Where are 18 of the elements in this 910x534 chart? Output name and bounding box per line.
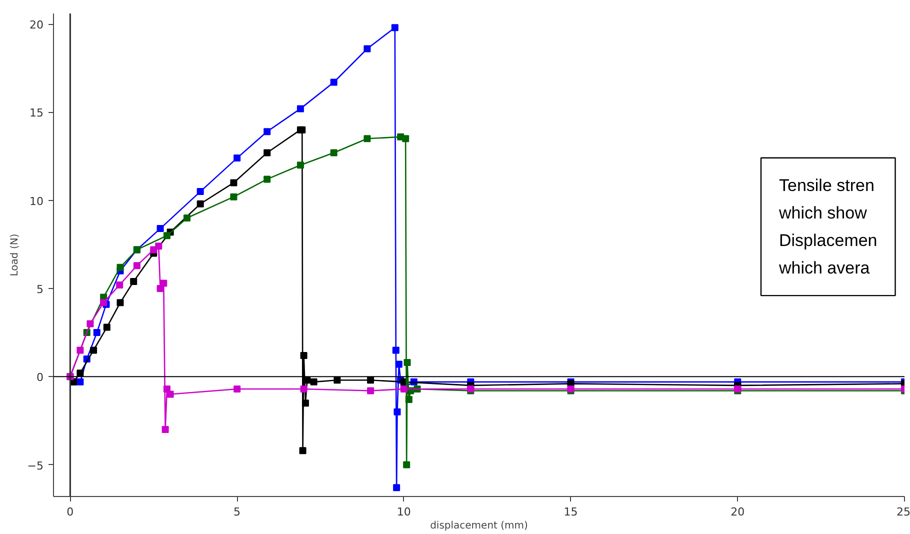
- x-tick-label: 10: [396, 506, 411, 518]
- x-tick-label: 5: [234, 506, 241, 518]
- annotation: Displacemen: [779, 230, 878, 250]
- x-tick-label: 25: [896, 506, 910, 518]
- y-tick-label: 15: [30, 106, 44, 120]
- annotation: which avera: [778, 258, 870, 278]
- y-tick-label: 5: [36, 282, 44, 296]
- y-tick-label: 20: [30, 18, 44, 32]
- annotation: Tensile stren: [779, 176, 874, 195]
- x-tick-label: 15: [564, 506, 578, 518]
- annotation: which show: [778, 203, 868, 222]
- y-tick-label: −5: [27, 459, 44, 472]
- y-tick-label: 0: [36, 371, 44, 384]
- x-axis-title: displacement (mm): [430, 520, 528, 532]
- y-axis-title: Load (N): [9, 234, 20, 276]
- y-tick-label: 10: [30, 194, 44, 208]
- x-tick-label: 0: [66, 506, 74, 518]
- x-tick-label: 20: [730, 506, 745, 518]
